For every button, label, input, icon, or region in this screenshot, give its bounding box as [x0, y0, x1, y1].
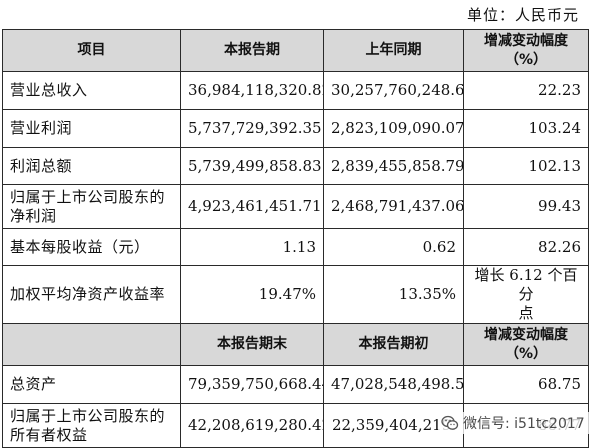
header-change-line2: （%）: [504, 345, 548, 362]
header-change-line1: 增减变动幅度: [484, 326, 568, 343]
table-row: 利润总额 5,739,499,858.83 2,839,455,858.79 1…: [2, 147, 589, 185]
table-row: 加权平均净资产收益率 19.47% 13.35% 增长 6.12 个百分 点: [2, 265, 589, 324]
header-change: 增减变动幅度 （%）: [463, 29, 589, 72]
row-label: 总资产: [2, 365, 181, 404]
row-label: 营业总收入: [2, 71, 181, 110]
row-change: 82.26: [463, 228, 589, 266]
table-row: 总资产 79,359,750,668.44 47,028,548,498.51 …: [2, 365, 589, 404]
header-change: 增减变动幅度 （%）: [463, 323, 589, 366]
row-prior: 13.35%: [323, 265, 464, 324]
row-change: 102.13: [463, 147, 589, 185]
row-current: 42,208,619,280.42: [180, 403, 324, 448]
row-label: 归属于上市公司股东的 净利润: [2, 184, 181, 229]
row-change: 22.23: [463, 71, 589, 110]
table-row: 营业利润 5,737,729,392.35 2,823,109,090.07 1…: [2, 109, 589, 148]
header-change-line1: 增减变动幅度: [484, 32, 568, 49]
row-prior: 30,257,760,248.61: [323, 71, 464, 110]
row-current: 19.47%: [180, 265, 324, 324]
row-label-line2: 所有者权益: [10, 425, 88, 444]
table-row: 营业总收入 36,984,118,320.82 30,257,760,248.6…: [2, 71, 589, 110]
header-prior-period: 上年同期: [323, 29, 464, 72]
row-change-line2: 点: [518, 304, 534, 322]
table-header-row: 本报告期末 本报告期初 增减变动幅度 （%）: [2, 323, 589, 366]
header-current-period: 本报告期: [180, 29, 324, 72]
wechat-icon: [441, 414, 459, 432]
row-prior: 47,028,548,498.51: [323, 365, 464, 404]
row-current: 36,984,118,320.82: [180, 71, 324, 110]
table-row: 基本每股收益（元） 1.13 0.62 82.26: [2, 228, 589, 266]
unit-label: 单位：人民币元: [466, 6, 579, 24]
row-label-line1: 归属于上市公司股东的: [10, 406, 166, 425]
row-current: 1.13: [180, 228, 324, 266]
header-period-end: 本报告期末: [180, 323, 324, 366]
header-change-line2: （%）: [504, 51, 548, 68]
table-header-row: 项目 本报告期 上年同期 增减变动幅度 （%）: [2, 29, 589, 72]
row-change: 增长 6.12 个百分 点: [463, 265, 589, 324]
header-blank: [2, 323, 181, 366]
row-change-line1: 增长 6.12 个百分: [474, 266, 578, 304]
wechat-watermark: 微信号: i51tc2017: [438, 412, 591, 434]
header-period-start: 本报告期初: [323, 323, 464, 366]
row-label: 基本每股收益（元）: [2, 228, 181, 266]
row-current: 5,739,499,858.83: [180, 147, 324, 185]
row-label: 归属于上市公司股东的 所有者权益: [2, 403, 181, 448]
row-prior: 2,823,109,090.07: [323, 109, 464, 148]
row-prior: 2,468,791,437.06: [323, 184, 464, 229]
row-label-line1: 归属于上市公司股东的: [10, 187, 166, 206]
row-current: 79,359,750,668.44: [180, 365, 324, 404]
row-current: 4,923,461,451.71: [180, 184, 324, 229]
header-item: 项目: [2, 29, 181, 72]
row-change: 68.75: [463, 365, 589, 404]
financial-summary-table: 项目 本报告期 上年同期 增减变动幅度 （%） 营业总收入 36,984,118…: [2, 29, 589, 448]
row-label: 利润总额: [2, 147, 181, 185]
row-change: 99.43: [463, 184, 589, 229]
watermark-text: 微信号: i51tc2017: [463, 416, 585, 432]
row-label: 加权平均净资产收益率: [2, 265, 181, 324]
row-prior: 2,839,455,858.79: [323, 147, 464, 185]
row-current: 5,737,729,392.35: [180, 109, 324, 148]
table-row: 归属于上市公司股东的 净利润 4,923,461,451.71 2,468,79…: [2, 184, 589, 229]
row-prior: 0.62: [323, 228, 464, 266]
row-label-line2: 净利润: [10, 206, 57, 225]
row-label: 营业利润: [2, 109, 181, 148]
row-change: 103.24: [463, 109, 589, 148]
